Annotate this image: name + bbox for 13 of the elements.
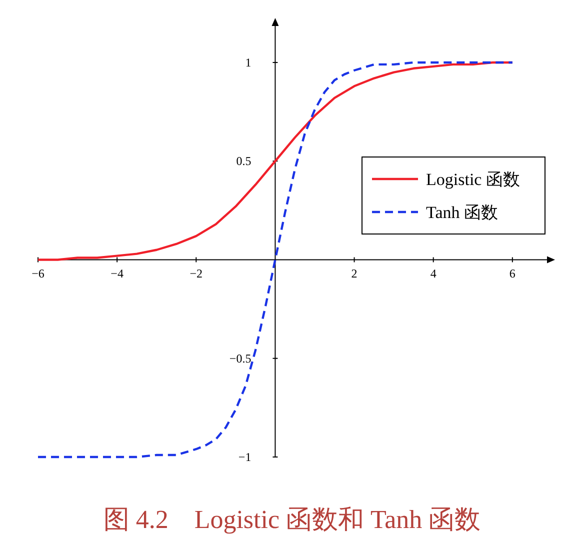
legend-label: Tanh 函数	[426, 203, 498, 222]
x-tick-label: −2	[190, 266, 203, 281]
x-tick-label: −6	[32, 266, 44, 281]
x-tick-label: −4	[110, 266, 124, 281]
y-tick-label: −1	[238, 450, 252, 464]
x-tick-label: 4	[430, 266, 436, 281]
x-tick-label: 6	[509, 266, 516, 281]
caption: 图 4.2 Logistic 函数和 Tanh 函数	[103, 505, 481, 534]
y-tick-label: 0.5	[236, 154, 252, 168]
y-tick-label: −0.5	[229, 351, 252, 366]
legend-label: Logistic 函数	[426, 170, 520, 189]
y-tick-label: 1	[245, 55, 252, 70]
x-tick-label: 2	[351, 266, 358, 281]
